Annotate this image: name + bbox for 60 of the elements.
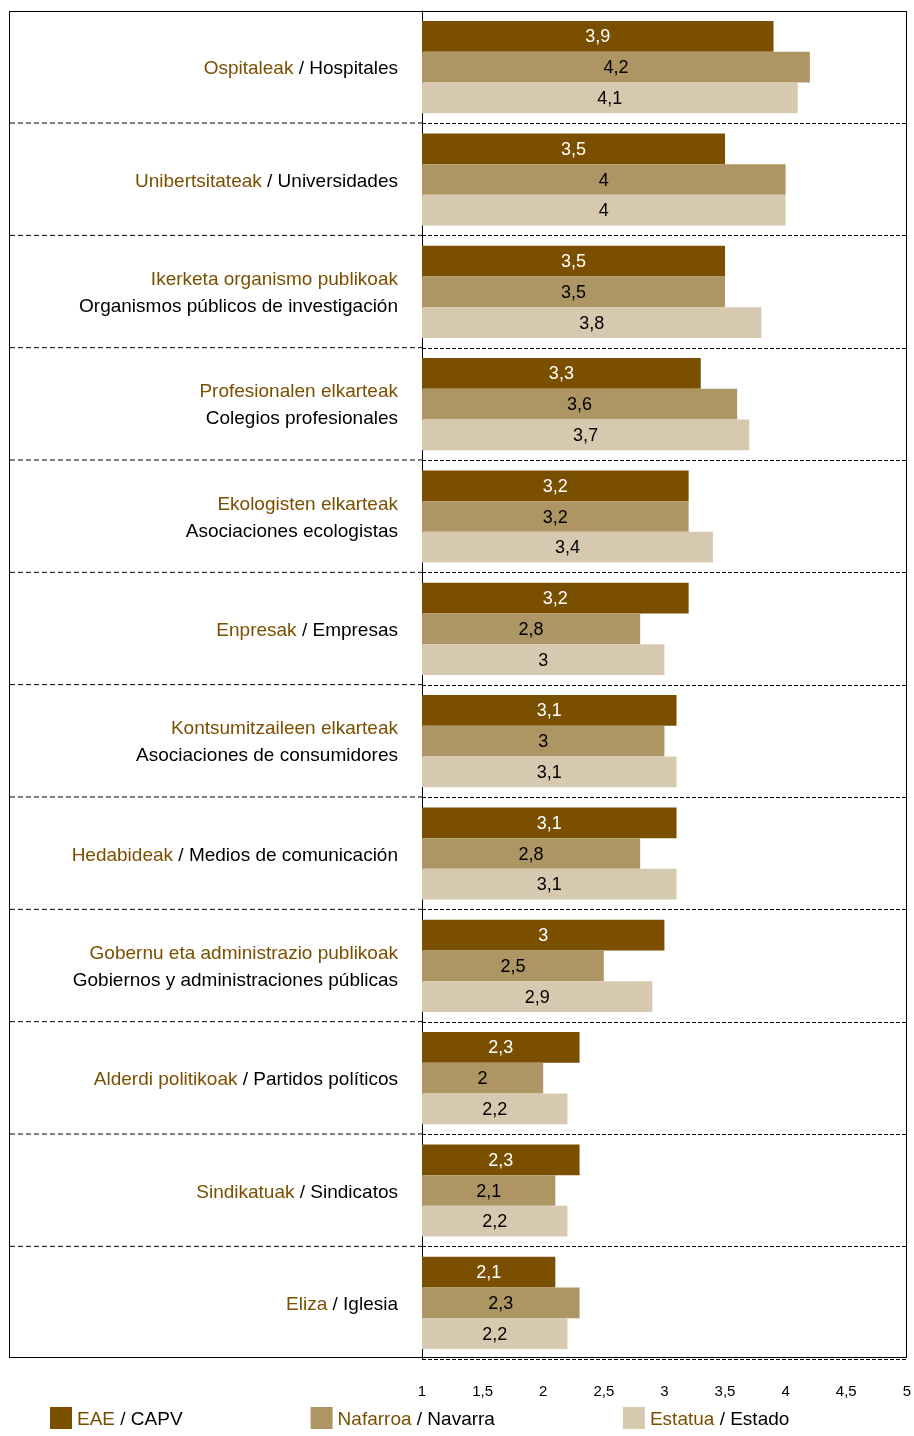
data-label: 2,8 <box>518 618 544 639</box>
y-tick-label: Gobernu eta administrazio publikoak Gobiernos y administraciones públicas <box>72 941 398 990</box>
y-tick-label: Sindikatuak / Sindicatos <box>196 1180 398 1201</box>
data-label: 3,6 <box>567 394 593 415</box>
y-tick-label: Kontsumitzaileen elkarteak Asociaciones de consumidores <box>136 717 398 766</box>
data-label: 3 <box>538 731 549 752</box>
x-tick-label: 4 <box>781 1382 790 1399</box>
data-label: 3,4 <box>554 537 580 558</box>
data-label: 3,7 <box>573 424 599 445</box>
data-label: 3,1 <box>536 874 562 895</box>
data-label: 2,2 <box>482 1211 508 1232</box>
y-tick-label: Ikerketa organismo publikoak Organismos públicos de investigación <box>79 267 398 316</box>
y-tick-label: Alderdi politikoak / Partidos políticos <box>93 1067 398 1089</box>
data-label: 3,5 <box>560 138 587 159</box>
data-label: 2,8 <box>518 843 544 864</box>
x-tick-label: 2 <box>539 1382 548 1399</box>
data-label: 3,1 <box>536 700 562 721</box>
y-tick-label: Hedabideak / Medios de comunicación <box>71 843 398 864</box>
legend-label: EAE / CAPV <box>77 1407 183 1429</box>
data-label: 3 <box>538 649 549 670</box>
data-label: 3,2 <box>542 506 568 527</box>
data-label: 3,1 <box>536 761 562 782</box>
data-label: 2,2 <box>482 1098 508 1119</box>
legend-label: Estatua / Estado <box>649 1407 790 1429</box>
y-tick-label: Profesionalen elkarteak Colegios profesionales <box>199 380 398 429</box>
x-tick-label: 1,5 <box>472 1382 494 1399</box>
x-tick-label: 3,5 <box>714 1382 736 1399</box>
x-tick-label: 3 <box>660 1382 669 1399</box>
data-label: 2,3 <box>488 1037 514 1058</box>
data-label: 2,3 <box>488 1149 514 1170</box>
data-label: 4 <box>598 200 609 221</box>
x-tick-label: 2,5 <box>593 1382 615 1399</box>
data-label: 3,3 <box>548 363 574 384</box>
legend-label: Nafarroa / Navarra <box>337 1407 496 1429</box>
data-label: 3,8 <box>579 312 605 333</box>
y-tick-label: Enpresak / Empresas <box>216 618 398 640</box>
data-label: 2 <box>477 1068 488 1089</box>
data-label: 4 <box>598 169 609 190</box>
x-tick-label: 4,5 <box>835 1382 857 1399</box>
data-label: 3,2 <box>542 475 568 496</box>
data-label: 3,5 <box>560 251 587 272</box>
data-label: 4,2 <box>603 57 629 78</box>
data-label: 2,3 <box>488 1292 514 1313</box>
y-tick-label: Unibertsitateak / Universidades <box>135 169 398 190</box>
data-label: 2,9 <box>524 986 550 1007</box>
data-label: 3,9 <box>585 26 611 47</box>
data-label: 3,2 <box>542 588 568 609</box>
y-tick-label: Ekologisten elkarteak Asociaciones ecologistas <box>185 492 398 541</box>
data-label: 3,5 <box>560 281 587 302</box>
y-tick-label: Eliza / Iglesia <box>286 1292 398 1314</box>
x-tick-label: 5 <box>902 1382 911 1399</box>
data-label: 2,1 <box>476 1180 502 1201</box>
y-tick-label: Ospitaleak / Hospitales <box>203 56 398 78</box>
data-label: 4,1 <box>597 87 623 108</box>
x-tick-label: 1 <box>417 1382 427 1399</box>
data-label: 3 <box>538 925 549 946</box>
data-label: 2,1 <box>476 1262 502 1283</box>
data-label: 2,5 <box>500 955 526 976</box>
data-label: 2,2 <box>482 1323 508 1344</box>
data-label: 3,1 <box>536 812 562 833</box>
